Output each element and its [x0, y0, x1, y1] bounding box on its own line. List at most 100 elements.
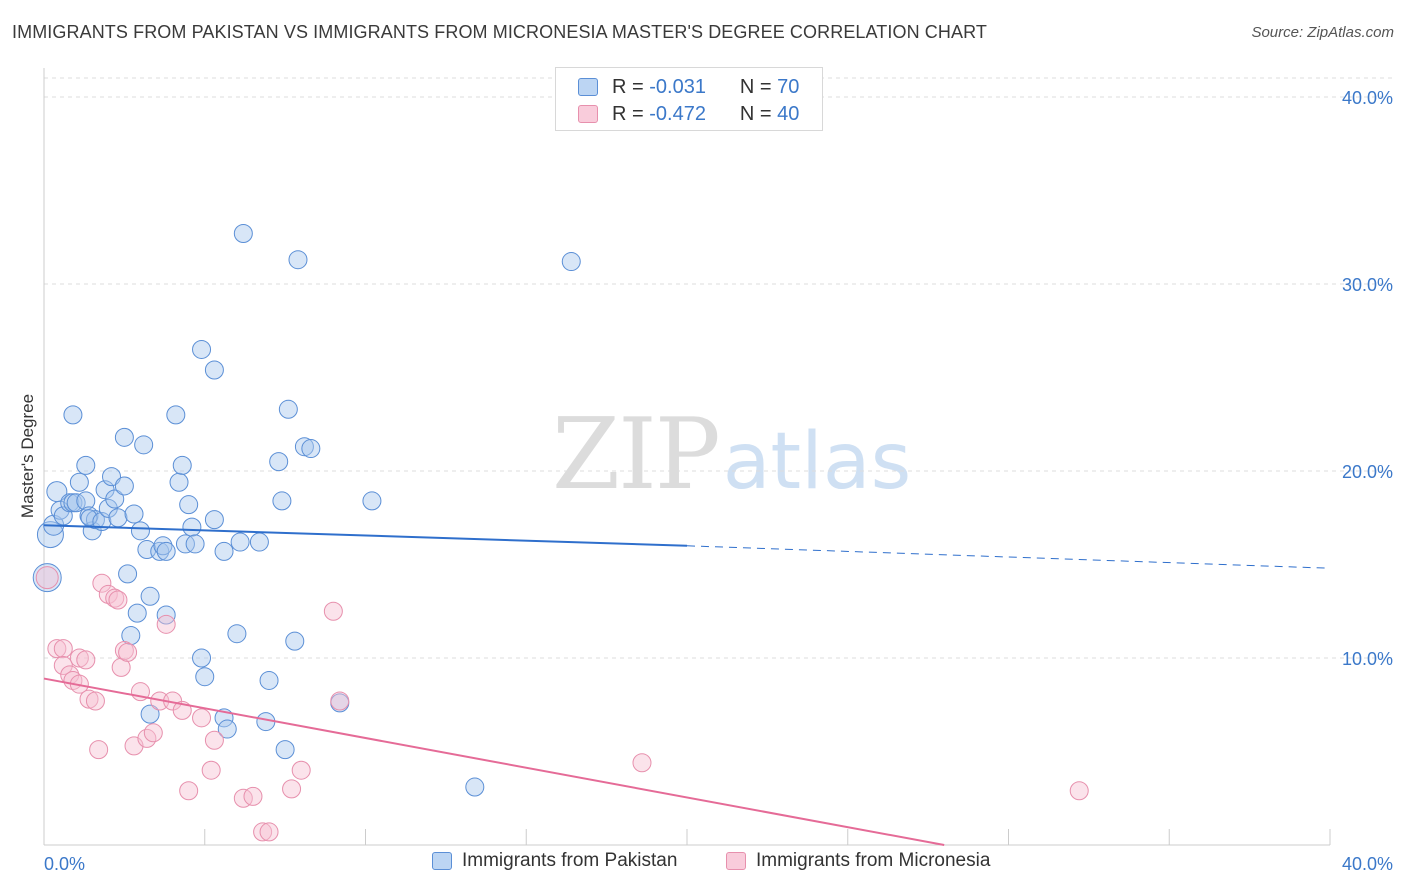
micronesia-point [69, 648, 89, 668]
micronesia-point [53, 655, 73, 675]
micronesia-point [105, 588, 125, 608]
watermark-atlas: atlas [722, 417, 912, 507]
pakistan-point [150, 541, 170, 561]
pakistan-point [118, 564, 138, 584]
pakistan-point [288, 250, 308, 270]
pakistan-point [156, 541, 176, 561]
pakistan-n-label: N = [739, 75, 772, 98]
pakistan-point [249, 532, 269, 552]
legend-row-micronesia: R = -0.472 N = 40 [578, 101, 799, 127]
pakistan-point [66, 493, 86, 513]
pakistan-point [465, 777, 485, 797]
micronesia-point [204, 730, 224, 750]
micronesia-point [156, 614, 176, 634]
micronesia-point [330, 691, 350, 711]
pakistan-point [233, 224, 253, 244]
micronesia-point [53, 639, 73, 659]
micronesia-point [118, 642, 138, 662]
pakistan-point [230, 532, 250, 552]
micronesia-point [243, 786, 263, 806]
micronesia-point [632, 753, 652, 773]
pakistan-point [269, 452, 289, 472]
pakistan-point [182, 517, 202, 537]
pakistan-point [192, 339, 212, 359]
source-label: Source: ZipAtlas.com [1251, 24, 1394, 41]
pakistan-point [153, 536, 173, 556]
micronesia-point [192, 708, 212, 728]
x-tick-label: 0.0% [44, 854, 85, 874]
micronesia-n-value: 40 [777, 102, 800, 125]
y-tick-label: 40.0% [1342, 88, 1393, 108]
pakistan-point [134, 435, 154, 455]
pakistan-point [105, 489, 125, 509]
pakistan-trend-extension [686, 545, 1331, 569]
legend-row-pakistan: R = -0.031 N = 70 [578, 74, 799, 100]
y-tick-label: 10.0% [1342, 649, 1393, 669]
micronesia-point [1069, 781, 1089, 801]
chart-title: IMMIGRANTS FROM PAKISTAN VS IMMIGRANTS F… [12, 22, 987, 42]
pakistan-point [204, 510, 224, 530]
pakistan-point [275, 740, 295, 760]
bottom-micronesia-swatch [726, 852, 746, 870]
pakistan-point [179, 495, 199, 515]
micronesia-point [114, 641, 134, 661]
y-tick-label: 20.0% [1342, 462, 1393, 482]
micronesia-trend-line [43, 677, 945, 846]
micronesia-point [92, 573, 112, 593]
bottom-micronesia-label: Immigrants from Micronesia [756, 850, 991, 871]
pakistan-point [102, 467, 122, 487]
pakistan-point [76, 455, 96, 475]
micronesia-point [201, 760, 221, 780]
pakistan-point [217, 719, 237, 739]
micronesia-point [253, 822, 273, 842]
pakistan-point [127, 603, 147, 623]
pakistan-point [259, 670, 279, 690]
bottom-pakistan-label: Immigrants from Pakistan [462, 850, 678, 871]
micronesia-point [47, 639, 67, 659]
micronesia-point [108, 590, 128, 610]
pakistan-point [108, 508, 128, 528]
micronesia-point [98, 584, 118, 604]
micronesia-point [89, 740, 109, 760]
pakistan-n-value: 70 [777, 75, 800, 98]
micronesia-point [291, 760, 311, 780]
micronesia-r-label: R = [612, 102, 644, 125]
micronesia-point [143, 723, 163, 743]
pakistan-point [114, 476, 134, 496]
micronesia-r-value: -0.472 [649, 102, 706, 125]
pakistan-point [185, 534, 205, 554]
pakistan-point [140, 586, 160, 606]
micronesia-point [79, 689, 99, 709]
pakistan-point [285, 631, 305, 651]
pakistan-swatch [578, 78, 598, 96]
pakistan-point [63, 405, 83, 425]
pakistan-point [294, 437, 314, 457]
micronesia-point [233, 788, 253, 808]
pakistan-point [204, 360, 224, 380]
bottom-pakistan-swatch [432, 852, 452, 870]
watermark: ZIPatlas [552, 398, 911, 512]
pakistan-point [362, 491, 382, 511]
pakistan-point [114, 427, 134, 447]
pakistan-r-label: R = [612, 75, 644, 98]
pakistan-point [175, 534, 195, 554]
micronesia-swatch [578, 105, 598, 123]
pakistan-point [561, 252, 581, 272]
bottom-legend-pakistan: Immigrants from Pakistan [432, 850, 677, 872]
pakistan-point [85, 510, 105, 530]
pakistan-r-value: -0.031 [649, 75, 706, 98]
pakistan-point [32, 563, 62, 593]
micronesia-point [35, 566, 59, 590]
y-tick-label: 30.0% [1342, 275, 1393, 295]
watermark-zip: ZIP [552, 398, 721, 512]
x-tick-label: 40.0% [1342, 854, 1393, 874]
micronesia-point [179, 781, 199, 801]
pakistan-trend-line [43, 524, 688, 547]
correlation-legend: R = -0.031 N = 70 R = -0.472 N = 40 [555, 67, 823, 131]
micronesia-point [282, 779, 302, 799]
micronesia-point [323, 601, 343, 621]
pakistan-point [172, 455, 192, 475]
pakistan-point [166, 405, 186, 425]
pakistan-point [195, 667, 215, 687]
